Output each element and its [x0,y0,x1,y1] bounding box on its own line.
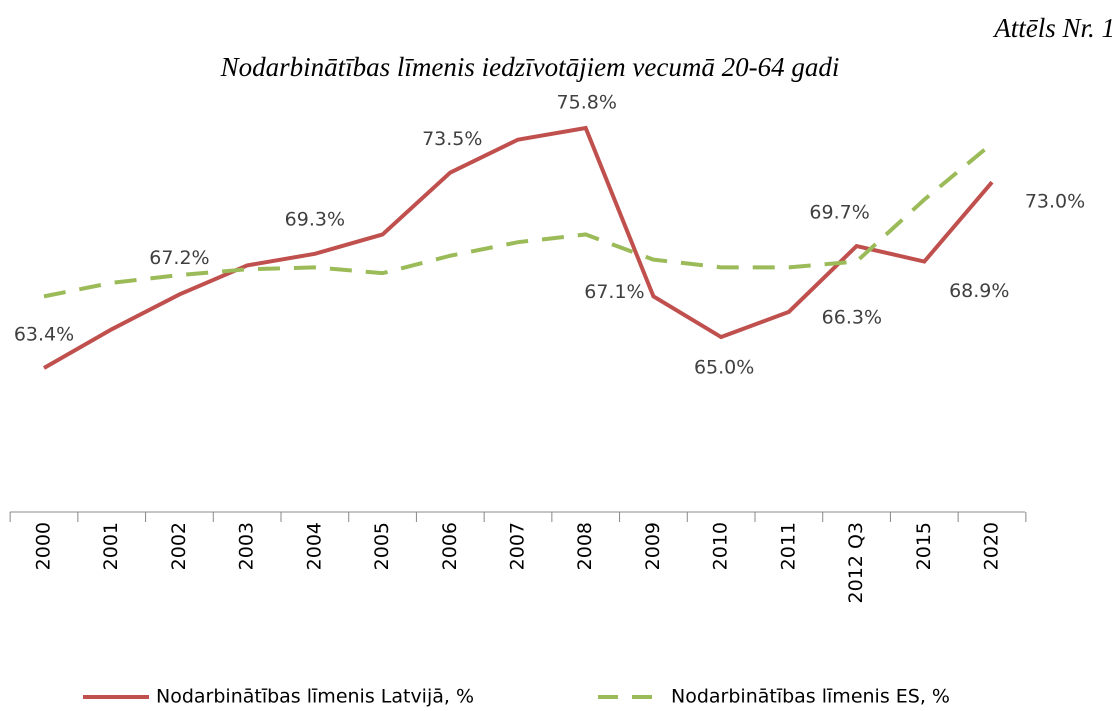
legend-label: Nodarbinātības līmenis ES, % [671,686,950,708]
x-tick-label: 2004 [303,522,325,570]
x-tick-label: 2010 [710,522,732,570]
data-label: 67.1% [584,281,644,303]
x-tick-label: 2011 [777,522,799,570]
x-tick-label: 2020 [981,522,1003,570]
chart-title: Nodarbinātības līmenis iedzīvotājiem vec… [220,52,840,82]
data-label: 66.3% [822,306,882,328]
series-line [43,125,994,370]
x-tick-label: 2003 [236,522,258,570]
data-label: 69.7% [809,202,869,224]
data-label: 68.9% [949,280,1009,302]
x-tick-label: 2008 [574,522,596,570]
data-label: 73.5% [422,128,482,150]
series-line [43,141,994,299]
x-tick-label: 2009 [642,522,664,570]
legend-label: Nodarbinātības līmenis Latvijā, % [156,686,474,708]
x-tick-label: 2000 [33,522,55,570]
data-label: 63.4% [14,324,74,346]
data-label: 69.3% [285,208,345,230]
x-tick-label: 2001 [100,522,122,570]
x-tick-label: 2005 [371,522,393,570]
x-tick-label: 2007 [507,522,529,570]
x-tick-label: 2002 [168,522,190,570]
x-tick-label: 2012 Q3 [845,522,867,603]
figure-label: Attēls Nr. 1 [992,13,1115,43]
x-tick-label: 2006 [439,522,461,570]
data-label: 73.0% [1025,191,1085,213]
data-label: 67.2% [149,247,209,269]
x-tick-label: 2015 [913,522,935,570]
data-label: 75.8% [557,92,617,114]
data-label: 65.0% [694,357,754,379]
